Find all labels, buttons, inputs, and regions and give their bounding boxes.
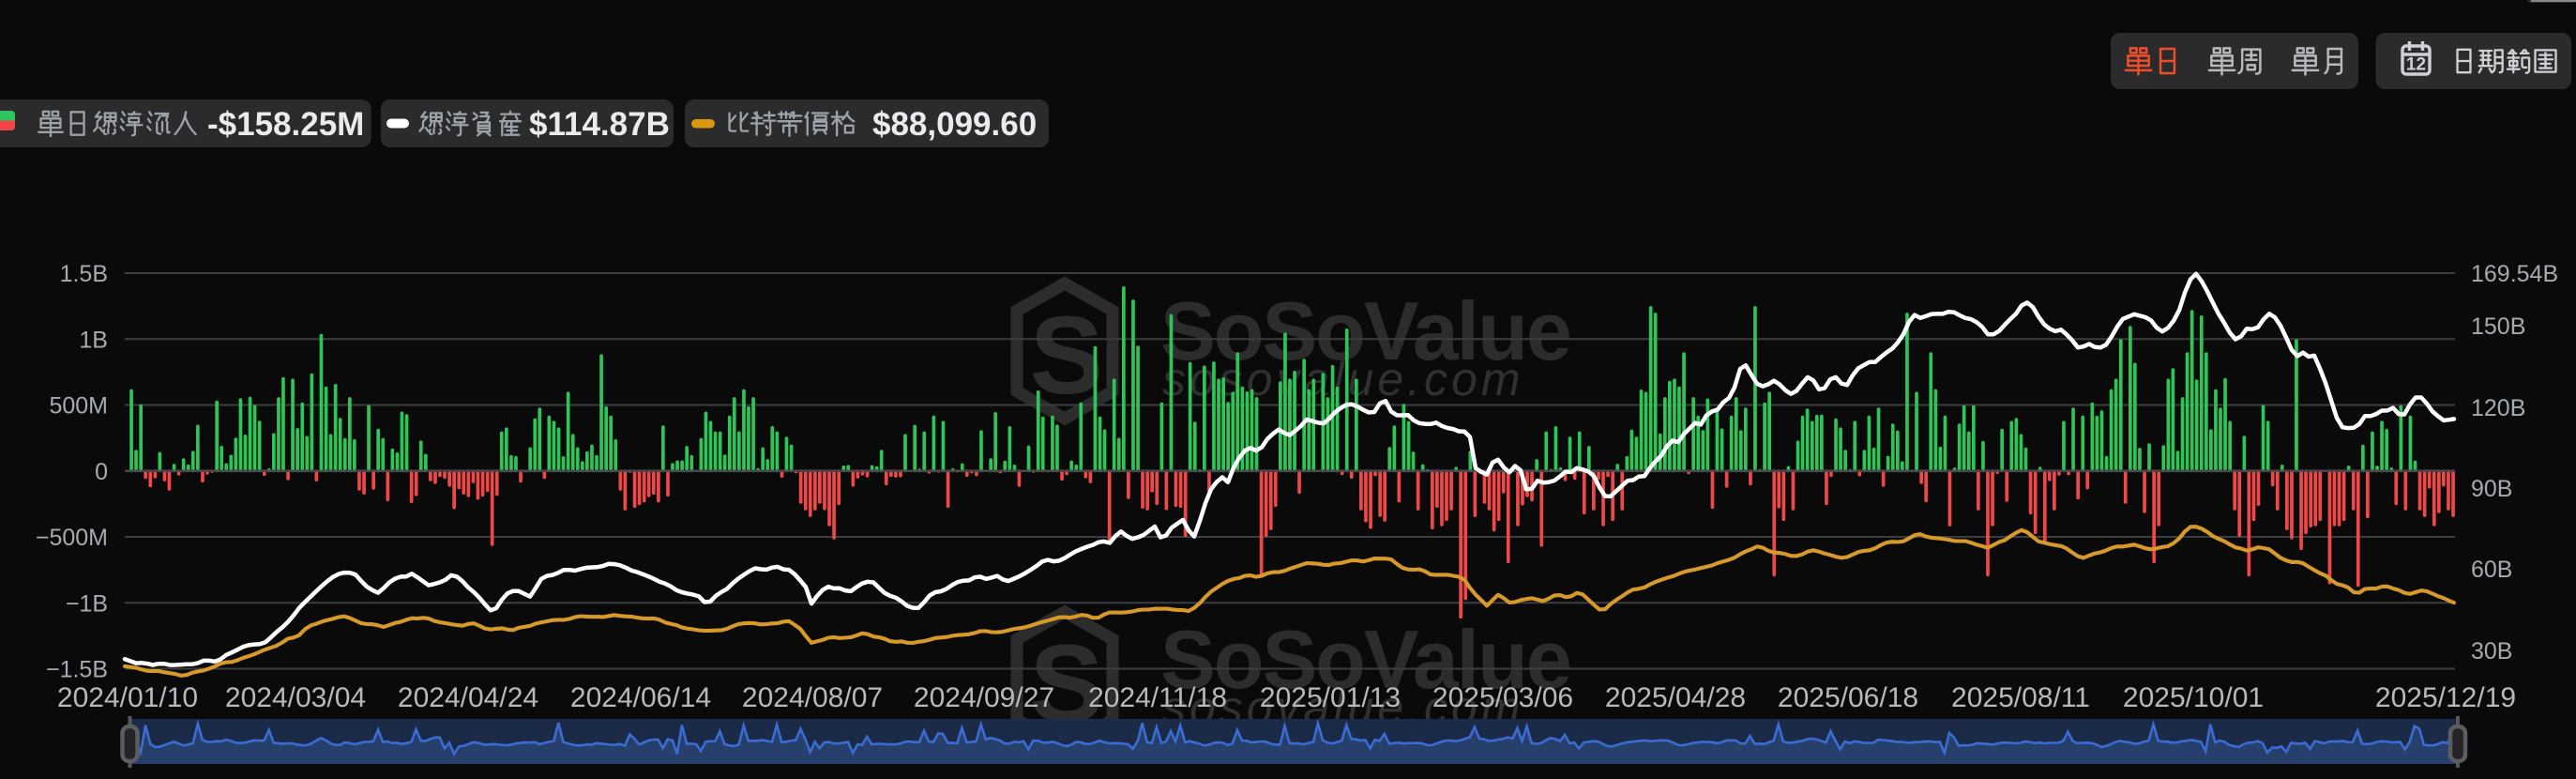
- svg-text:500M: 500M: [49, 393, 108, 420]
- svg-text:2025/12/19: 2025/12/19: [2375, 682, 2516, 713]
- svg-text:150B: 150B: [2471, 313, 2525, 340]
- svg-text:-$158.25M: -$158.25M: [207, 106, 364, 143]
- svg-text:$88,099.60: $88,099.60: [872, 106, 1037, 143]
- svg-text:2025/04/28: 2025/04/28: [1605, 682, 1746, 713]
- svg-text:169.54B: 169.54B: [2471, 261, 2558, 287]
- svg-text:0: 0: [95, 459, 108, 485]
- svg-text:−500M: −500M: [36, 525, 108, 551]
- svg-text:120B: 120B: [2471, 395, 2525, 421]
- svg-text:60B: 60B: [2471, 557, 2512, 583]
- svg-text:2024/01/10: 2024/01/10: [57, 682, 198, 713]
- svg-text:2024/06/14: 2024/06/14: [570, 682, 711, 713]
- svg-text:90B: 90B: [2471, 476, 2512, 502]
- svg-text:1B: 1B: [79, 327, 108, 353]
- svg-text:2024/09/27: 2024/09/27: [914, 682, 1054, 713]
- svg-text:2025/10/01: 2025/10/01: [2123, 682, 2264, 713]
- svg-text:2024/04/24: 2024/04/24: [398, 682, 538, 713]
- svg-text:2025/06/18: 2025/06/18: [1778, 682, 1918, 713]
- svg-text:2024/08/07: 2024/08/07: [742, 682, 883, 713]
- svg-text:2025/08/11: 2025/08/11: [1951, 682, 2090, 713]
- svg-text:sosovalue.com: sosovalue.com: [1162, 353, 1524, 405]
- svg-text:$114.87B: $114.87B: [529, 106, 670, 143]
- svg-text:SoSoValue: SoSoValue: [1160, 613, 1570, 706]
- svg-text:12: 12: [2406, 55, 2426, 75]
- svg-text:30B: 30B: [2471, 638, 2512, 664]
- svg-text:2025/01/13: 2025/01/13: [1260, 682, 1401, 713]
- svg-text:S: S: [1030, 294, 1104, 418]
- svg-text:2024/11/18: 2024/11/18: [1088, 682, 1227, 713]
- svg-text:SoSoValue: SoSoValue: [1160, 284, 1570, 377]
- svg-text:−1B: −1B: [66, 590, 108, 617]
- svg-text:2025/03/06: 2025/03/06: [1432, 682, 1573, 713]
- svg-text:1.5B: 1.5B: [60, 261, 108, 287]
- svg-text:−1.5B: −1.5B: [46, 657, 108, 683]
- svg-text:2024/03/04: 2024/03/04: [225, 682, 366, 713]
